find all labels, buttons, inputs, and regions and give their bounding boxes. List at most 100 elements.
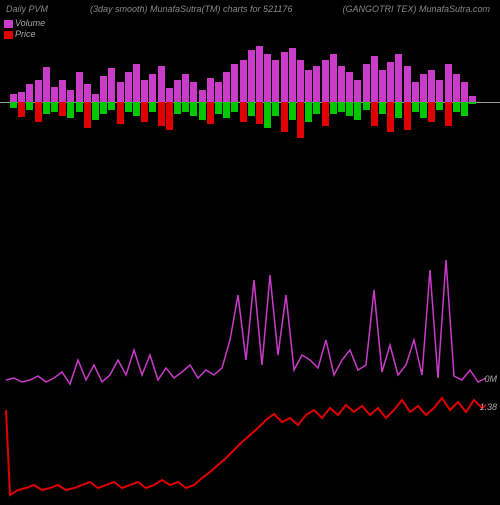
price-line <box>6 398 486 495</box>
legend-swatch <box>4 20 13 28</box>
bar-up <box>125 72 132 102</box>
bar-down <box>297 102 304 138</box>
bar-up <box>330 54 337 102</box>
bar-up <box>420 74 427 102</box>
bar-down <box>461 102 468 116</box>
bar-down <box>117 102 124 124</box>
bar-down <box>453 102 460 112</box>
bar-up <box>67 90 74 102</box>
bar-up <box>166 88 173 102</box>
bar-up <box>182 74 189 102</box>
bar-down <box>26 102 33 110</box>
chart-header: Daily PVM (3day smooth) MunafaSutra(TM) … <box>0 4 500 18</box>
y-axis-label: 0M <box>484 374 497 384</box>
bar-up <box>43 67 50 102</box>
bar-down <box>248 102 255 116</box>
legend-label: Volume <box>15 18 45 29</box>
bar-up <box>297 60 304 102</box>
bar-up <box>223 72 230 102</box>
bar-down <box>166 102 173 130</box>
bar-down <box>428 102 435 122</box>
line-chart: 0M1.38 <box>0 200 500 500</box>
bar-up <box>322 60 329 102</box>
bar-up <box>18 92 25 102</box>
bar-up <box>158 66 165 102</box>
bar-down <box>149 102 156 112</box>
bar-down <box>305 102 312 122</box>
bar-up <box>117 82 124 102</box>
bar-up <box>272 60 279 102</box>
bar-down <box>354 102 361 120</box>
bar-up <box>379 70 386 102</box>
bar-down <box>404 102 411 130</box>
bar-up <box>461 82 468 102</box>
bar-up <box>354 80 361 102</box>
bar-down <box>207 102 214 124</box>
bar-down <box>59 102 66 116</box>
bar-up <box>133 64 140 102</box>
bar-up <box>35 80 42 102</box>
bar-up <box>264 54 271 102</box>
bar-down <box>190 102 197 116</box>
bar-down <box>51 102 58 112</box>
bar-up <box>100 76 107 102</box>
bar-up <box>363 64 370 102</box>
bar-down <box>281 102 288 132</box>
bar-down <box>18 102 25 117</box>
bar-down <box>158 102 165 126</box>
bar-up <box>199 90 206 102</box>
bar-down <box>371 102 378 126</box>
bar-up <box>240 60 247 102</box>
bar-down <box>436 102 443 110</box>
bar-down <box>264 102 271 128</box>
bar-up <box>215 82 222 102</box>
bar-down <box>108 102 115 110</box>
bar-up <box>174 80 181 102</box>
bar-down <box>133 102 140 116</box>
bar-up <box>387 62 394 102</box>
bar-up <box>404 66 411 102</box>
bar-down <box>330 102 337 114</box>
bar-up <box>108 68 115 102</box>
bar-down <box>338 102 345 112</box>
bar-down <box>43 102 50 114</box>
bar-down <box>387 102 394 132</box>
bar-up <box>248 50 255 102</box>
line-svg <box>0 200 500 500</box>
bar-up <box>453 74 460 102</box>
bar-down <box>141 102 148 122</box>
bar-up <box>338 66 345 102</box>
bar-down <box>223 102 230 118</box>
bar-down <box>395 102 402 118</box>
bar-up <box>84 84 91 102</box>
bars-container <box>10 32 485 172</box>
title-center: (3day smooth) MunafaSutra(TM) charts for… <box>90 4 292 14</box>
legend-item: Volume <box>4 18 45 29</box>
bar-up <box>149 74 156 102</box>
bar-down <box>445 102 452 126</box>
bar-up <box>10 94 17 102</box>
bar-down <box>412 102 419 112</box>
bar-up <box>445 64 452 102</box>
bar-down <box>100 102 107 114</box>
bar-down <box>469 102 476 104</box>
bar-down <box>215 102 222 114</box>
bar-up <box>436 80 443 102</box>
bar-down <box>92 102 99 120</box>
bar-up <box>92 94 99 102</box>
bar-up <box>26 84 33 102</box>
bar-down <box>379 102 386 114</box>
bar-down <box>174 102 181 114</box>
bar-up <box>59 80 66 102</box>
bar-up <box>412 82 419 102</box>
bar-up <box>428 70 435 102</box>
bar-up <box>371 56 378 102</box>
bar-down <box>199 102 206 120</box>
bar-down <box>289 102 296 120</box>
bar-down <box>346 102 353 116</box>
bar-up <box>281 52 288 102</box>
bar-down <box>240 102 247 122</box>
bar-up <box>207 78 214 102</box>
title-left: Daily PVM <box>6 4 48 14</box>
bar-up <box>76 72 83 102</box>
